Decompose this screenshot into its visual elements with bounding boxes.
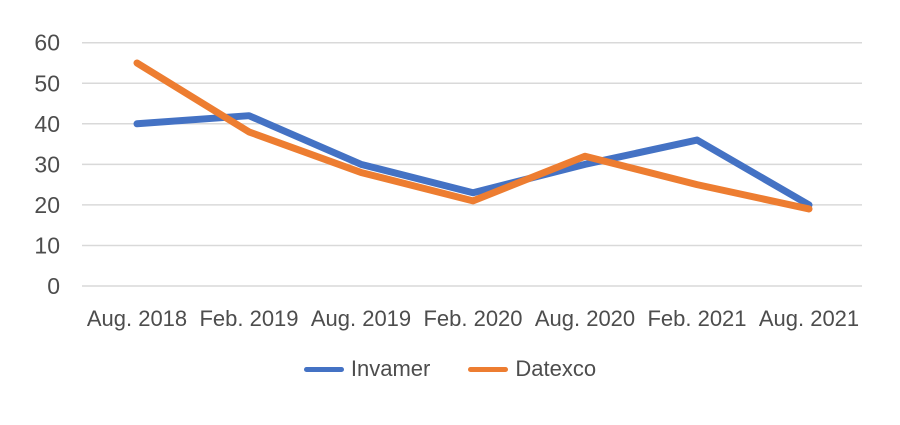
chart-legend: Invamer Datexco xyxy=(0,358,900,380)
x-axis-label: Feb. 2019 xyxy=(199,306,298,331)
x-axis-label: Aug. 2018 xyxy=(87,306,187,331)
y-tick-label: 30 xyxy=(34,151,60,177)
y-tick-label: 10 xyxy=(34,232,60,258)
invamer-line-swatch xyxy=(303,366,344,372)
legend-item-invamer: Invamer xyxy=(303,356,431,381)
y-tick-label: 0 xyxy=(47,273,60,299)
x-axis-label: Aug. 2021 xyxy=(759,306,859,331)
x-axis-label: Feb. 2020 xyxy=(423,306,522,331)
y-tick-label: 50 xyxy=(34,70,60,96)
legend-label-invamer: Invamer xyxy=(350,356,431,381)
x-axis-label: Aug. 2019 xyxy=(311,306,411,331)
y-tick-label: 60 xyxy=(34,30,60,56)
y-tick-label: 20 xyxy=(34,192,60,218)
datexco-line-swatch xyxy=(468,366,509,372)
x-axis-label: Aug. 2020 xyxy=(535,306,635,331)
series-line-datexco xyxy=(133,59,813,213)
x-axis-label: Feb. 2021 xyxy=(647,306,746,331)
series-line-invamer xyxy=(133,112,813,209)
legend-label-datexco: Datexco xyxy=(515,356,597,381)
legend-item-datexco: Datexco xyxy=(468,358,596,380)
y-tick-label: 40 xyxy=(34,111,60,137)
